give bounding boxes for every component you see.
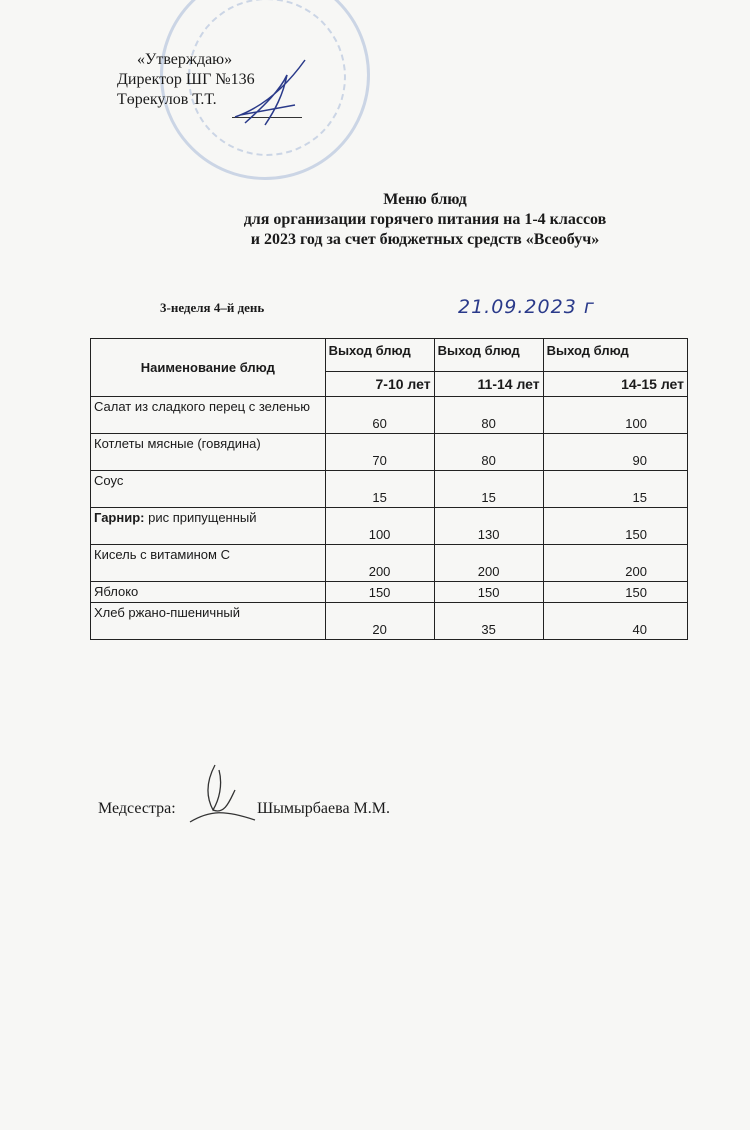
week-day-label: 3-неделя 4–й день bbox=[160, 300, 265, 315]
yield-value: 100 bbox=[324, 507, 435, 545]
yield-value: 100 bbox=[542, 396, 689, 434]
title-line-1: Меню блюд bbox=[383, 191, 467, 208]
document-title: Меню блюд для организации горячего питан… bbox=[190, 190, 660, 250]
dish-label: Яблоко bbox=[94, 584, 139, 599]
title-line-2: для организации горячего питания на 1-4 … bbox=[243, 211, 607, 228]
yield-value: 70 bbox=[324, 433, 435, 471]
yield-value: 130 bbox=[433, 507, 544, 545]
table-row: Соус 15 15 15 bbox=[90, 470, 689, 508]
table-row: Котлеты мясные (говядина) 70 80 90 bbox=[90, 433, 689, 471]
table-row: Кисель с витамином С 200 200 200 bbox=[90, 544, 689, 582]
yield-value: 15 bbox=[433, 470, 544, 508]
header-dish-name: Наименование блюд bbox=[90, 338, 326, 397]
dish-label: Соус bbox=[94, 473, 124, 488]
header-yield: Выход блюд bbox=[324, 338, 435, 372]
yield-value: 40 bbox=[542, 602, 689, 640]
official-stamp bbox=[160, 0, 370, 180]
yield-value: 150 bbox=[542, 507, 689, 545]
yield-value: 150 bbox=[433, 581, 544, 603]
yield-value: 15 bbox=[542, 470, 689, 508]
yield-value: 15 bbox=[324, 470, 435, 508]
menu-table: Наименование блюд Выход блюд Выход блюд … bbox=[90, 338, 689, 640]
dish-name: Соус bbox=[90, 470, 326, 508]
dish-label: Салат из сладкого перец с зеленью bbox=[94, 399, 310, 414]
director-signature bbox=[234, 59, 306, 126]
title-line-3: и 2023 год за счет бюджетных средств «Вс… bbox=[250, 231, 600, 248]
table-row: Яблоко 150 150 150 bbox=[90, 581, 689, 603]
nurse-signature bbox=[189, 764, 256, 823]
table-header-row: Наименование блюд Выход блюд Выход блюд … bbox=[90, 338, 689, 397]
dish-name: Хлеб ржано-пшеничный bbox=[90, 602, 326, 640]
header-yield: Выход блюд bbox=[433, 338, 544, 372]
yield-value: 80 bbox=[433, 433, 544, 471]
yield-value: 200 bbox=[324, 544, 435, 582]
approval-name: Төрекулов Т.Т. bbox=[117, 91, 217, 108]
table-row: Гарнир: рис припущенный 100 130 150 bbox=[90, 507, 689, 545]
yield-value: 90 bbox=[542, 433, 689, 471]
signature-line bbox=[232, 117, 302, 118]
dish-prefix: Гарнир: bbox=[94, 510, 145, 525]
yield-value: 20 bbox=[324, 602, 435, 640]
nurse-name: Шымырбаева М.М. bbox=[257, 800, 391, 817]
dish-label: Котлеты мясные (говядина) bbox=[94, 436, 261, 451]
yield-value: 200 bbox=[542, 544, 689, 582]
approval-block: «Утверждаю» Директор ШГ №136 Төрекулов Т… bbox=[117, 50, 255, 110]
age-group: 14-15 лет bbox=[542, 371, 689, 397]
dish-label: рис припущенный bbox=[144, 510, 257, 525]
age-group: 7-10 лет bbox=[324, 371, 435, 397]
dish-name: Гарнир: рис припущенный bbox=[90, 507, 326, 545]
yield-value: 150 bbox=[542, 581, 689, 603]
approval-position: Директор ШГ №136 bbox=[117, 71, 255, 88]
nurse-label: Медсестра: bbox=[98, 800, 176, 817]
dish-label: Хлеб ржано-пшеничный bbox=[94, 605, 240, 620]
dish-name: Котлеты мясные (говядина) bbox=[90, 433, 326, 471]
dish-name: Кисель с витамином С bbox=[90, 544, 326, 582]
handwritten-date: 21.09.2023 г bbox=[458, 296, 595, 318]
dish-name: Яблоко bbox=[90, 581, 326, 603]
dish-label: Кисель с витамином С bbox=[94, 547, 230, 562]
table-age-row: 7-10 лет 11-14 лет 14-15 лет bbox=[91, 371, 689, 397]
header-yield: Выход блюд bbox=[542, 338, 689, 372]
dish-name: Салат из сладкого перец с зеленью bbox=[90, 396, 326, 434]
yield-value: 35 bbox=[433, 602, 544, 640]
table-row: Салат из сладкого перец с зеленью 60 80 100 bbox=[90, 396, 689, 434]
yield-value: 80 bbox=[433, 396, 544, 434]
yield-value: 60 bbox=[324, 396, 435, 434]
table-row: Хлеб ржано-пшеничный 20 35 40 bbox=[90, 602, 689, 640]
approval-heading: «Утверждаю» bbox=[137, 51, 233, 68]
yield-value: 150 bbox=[324, 581, 435, 603]
yield-value: 200 bbox=[433, 544, 544, 582]
age-group: 11-14 лет bbox=[433, 371, 544, 397]
